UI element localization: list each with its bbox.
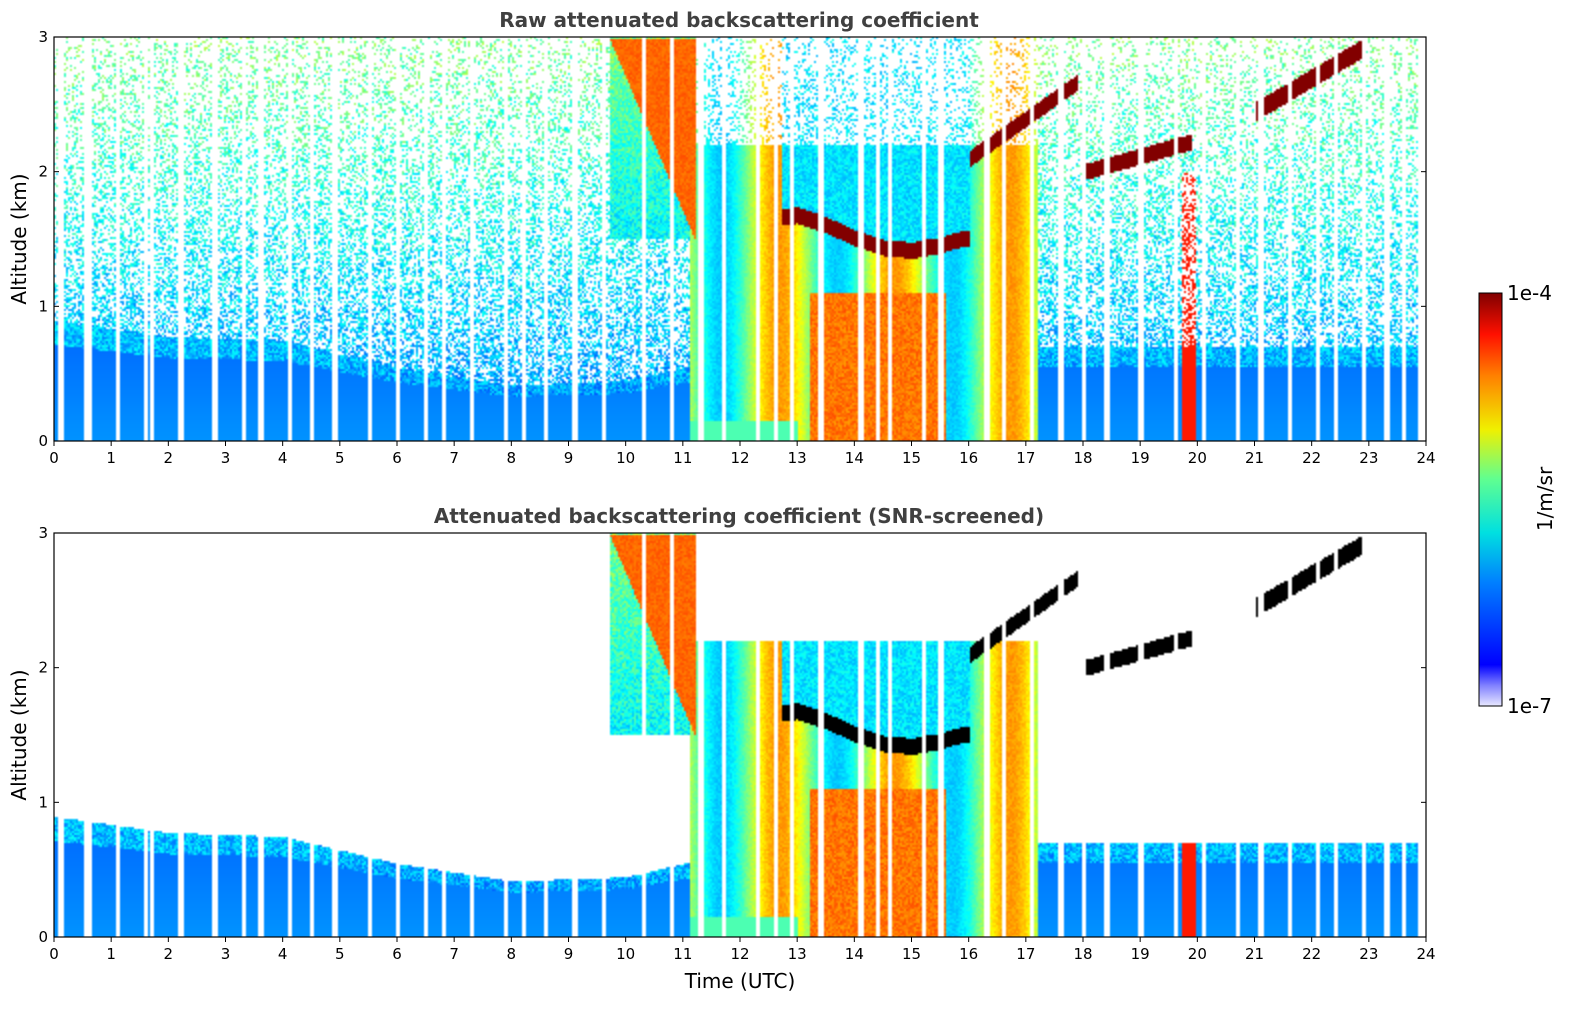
x-tick-label: 8	[507, 449, 517, 467]
x-tick-label: 1	[106, 945, 116, 963]
x-tick-label: 10	[616, 449, 635, 467]
x-tick-label: 17	[1016, 449, 1035, 467]
x-tick-label: 2	[164, 945, 174, 963]
x-tick-label: 9	[564, 945, 574, 963]
y-tick-label: 0	[38, 432, 48, 450]
colorbar-max-label: 1e-4	[1507, 281, 1552, 305]
panel-raw: Raw attenuated backscattering coefficien…	[7, 8, 1436, 467]
x-tick-label: 0	[49, 449, 59, 467]
x-tick-label: 12	[730, 449, 749, 467]
x-tick-label: 12	[730, 945, 749, 963]
chart-title: Attenuated backscattering coefficient (S…	[434, 504, 1044, 528]
y-axis-label: Altitude (km)	[7, 173, 31, 304]
x-tick-label: 2	[164, 449, 174, 467]
x-tick-label: 5	[335, 945, 345, 963]
x-tick-label: 10	[616, 945, 635, 963]
y-axis: 0 1 2 3	[38, 524, 1426, 946]
chart-title: Raw attenuated backscattering coefficien…	[499, 8, 979, 32]
x-tick-label: 13	[788, 449, 807, 467]
colorbar-min-label: 1e-7	[1507, 694, 1552, 718]
x-axis: 0 1 2 3 4 5 6 7 8 9 10 11 12 13 14 15 16 17 18 19 20 21 22 23 24	[49, 937, 1436, 963]
x-tick-label: 16	[959, 449, 978, 467]
panel-screened: Attenuated backscattering coefficient (S…	[7, 504, 1436, 993]
x-tick-label: 7	[449, 945, 459, 963]
x-tick-label: 8	[507, 945, 517, 963]
x-tick-label: 7	[449, 449, 459, 467]
x-tick-label: 18	[1073, 449, 1092, 467]
y-tick-label: 3	[38, 28, 48, 46]
x-tick-label: 24	[1416, 945, 1435, 963]
x-tick-label: 24	[1416, 449, 1435, 467]
x-tick-label: 23	[1359, 449, 1378, 467]
x-tick-label: 23	[1359, 945, 1378, 963]
x-tick-label: 17	[1016, 945, 1035, 963]
x-tick-label: 21	[1245, 945, 1264, 963]
y-tick-label: 0	[38, 928, 48, 946]
x-tick-label: 19	[1131, 945, 1150, 963]
x-tick-label: 4	[278, 449, 288, 467]
x-axis-label: Time (UTC)	[684, 969, 796, 993]
y-tick-label: 1	[38, 793, 48, 811]
x-tick-label: 22	[1302, 945, 1321, 963]
x-tick-label: 21	[1245, 449, 1264, 467]
x-tick-label: 9	[564, 449, 574, 467]
heatmap-raw	[54, 37, 1426, 441]
x-axis: 0 1 2 3 4 5 6 7 8 9 10 11 12 13 14 15 16 17 18 19 20 21 22 23 24	[49, 441, 1436, 467]
x-tick-label: 4	[278, 945, 288, 963]
x-tick-label: 3	[221, 945, 231, 963]
x-tick-label: 13	[788, 945, 807, 963]
y-tick-label: 3	[38, 524, 48, 542]
x-tick-label: 19	[1131, 449, 1150, 467]
y-tick-label: 1	[38, 297, 48, 315]
x-tick-label: 11	[673, 945, 692, 963]
x-tick-label: 20	[1188, 945, 1207, 963]
x-tick-label: 6	[392, 945, 402, 963]
x-tick-label: 1	[106, 449, 116, 467]
x-tick-label: 0	[49, 945, 59, 963]
x-tick-label: 14	[845, 449, 864, 467]
x-tick-label: 16	[959, 945, 978, 963]
x-tick-label: 11	[673, 449, 692, 467]
x-tick-label: 22	[1302, 449, 1321, 467]
colorbar: 1e-4 1e-7 1/m/sr	[1478, 281, 1557, 718]
x-tick-label: 20	[1188, 449, 1207, 467]
y-tick-label: 2	[38, 163, 48, 181]
x-tick-label: 15	[902, 945, 921, 963]
x-tick-label: 3	[221, 449, 231, 467]
colorbar-label: 1/m/sr	[1533, 466, 1557, 531]
x-tick-label: 15	[902, 449, 921, 467]
x-tick-label: 6	[392, 449, 402, 467]
y-axis: 0 1 2 3	[38, 28, 1426, 450]
y-tick-label: 2	[38, 659, 48, 677]
heatmap-screened	[54, 533, 1426, 937]
colorbar-gradient	[1478, 292, 1503, 707]
y-axis-label: Altitude (km)	[7, 669, 31, 800]
x-tick-label: 5	[335, 449, 345, 467]
x-tick-label: 14	[845, 945, 864, 963]
x-tick-label: 18	[1073, 945, 1092, 963]
